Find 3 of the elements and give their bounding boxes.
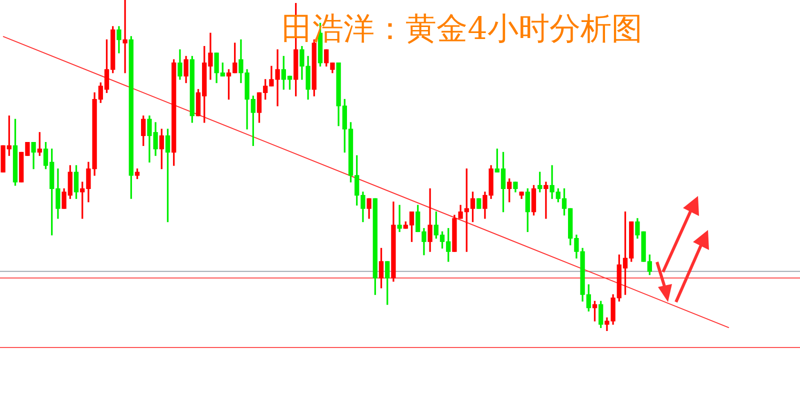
candlestick (397, 204, 402, 232)
candlestick (544, 182, 548, 219)
candlestick (122, 0, 128, 74)
